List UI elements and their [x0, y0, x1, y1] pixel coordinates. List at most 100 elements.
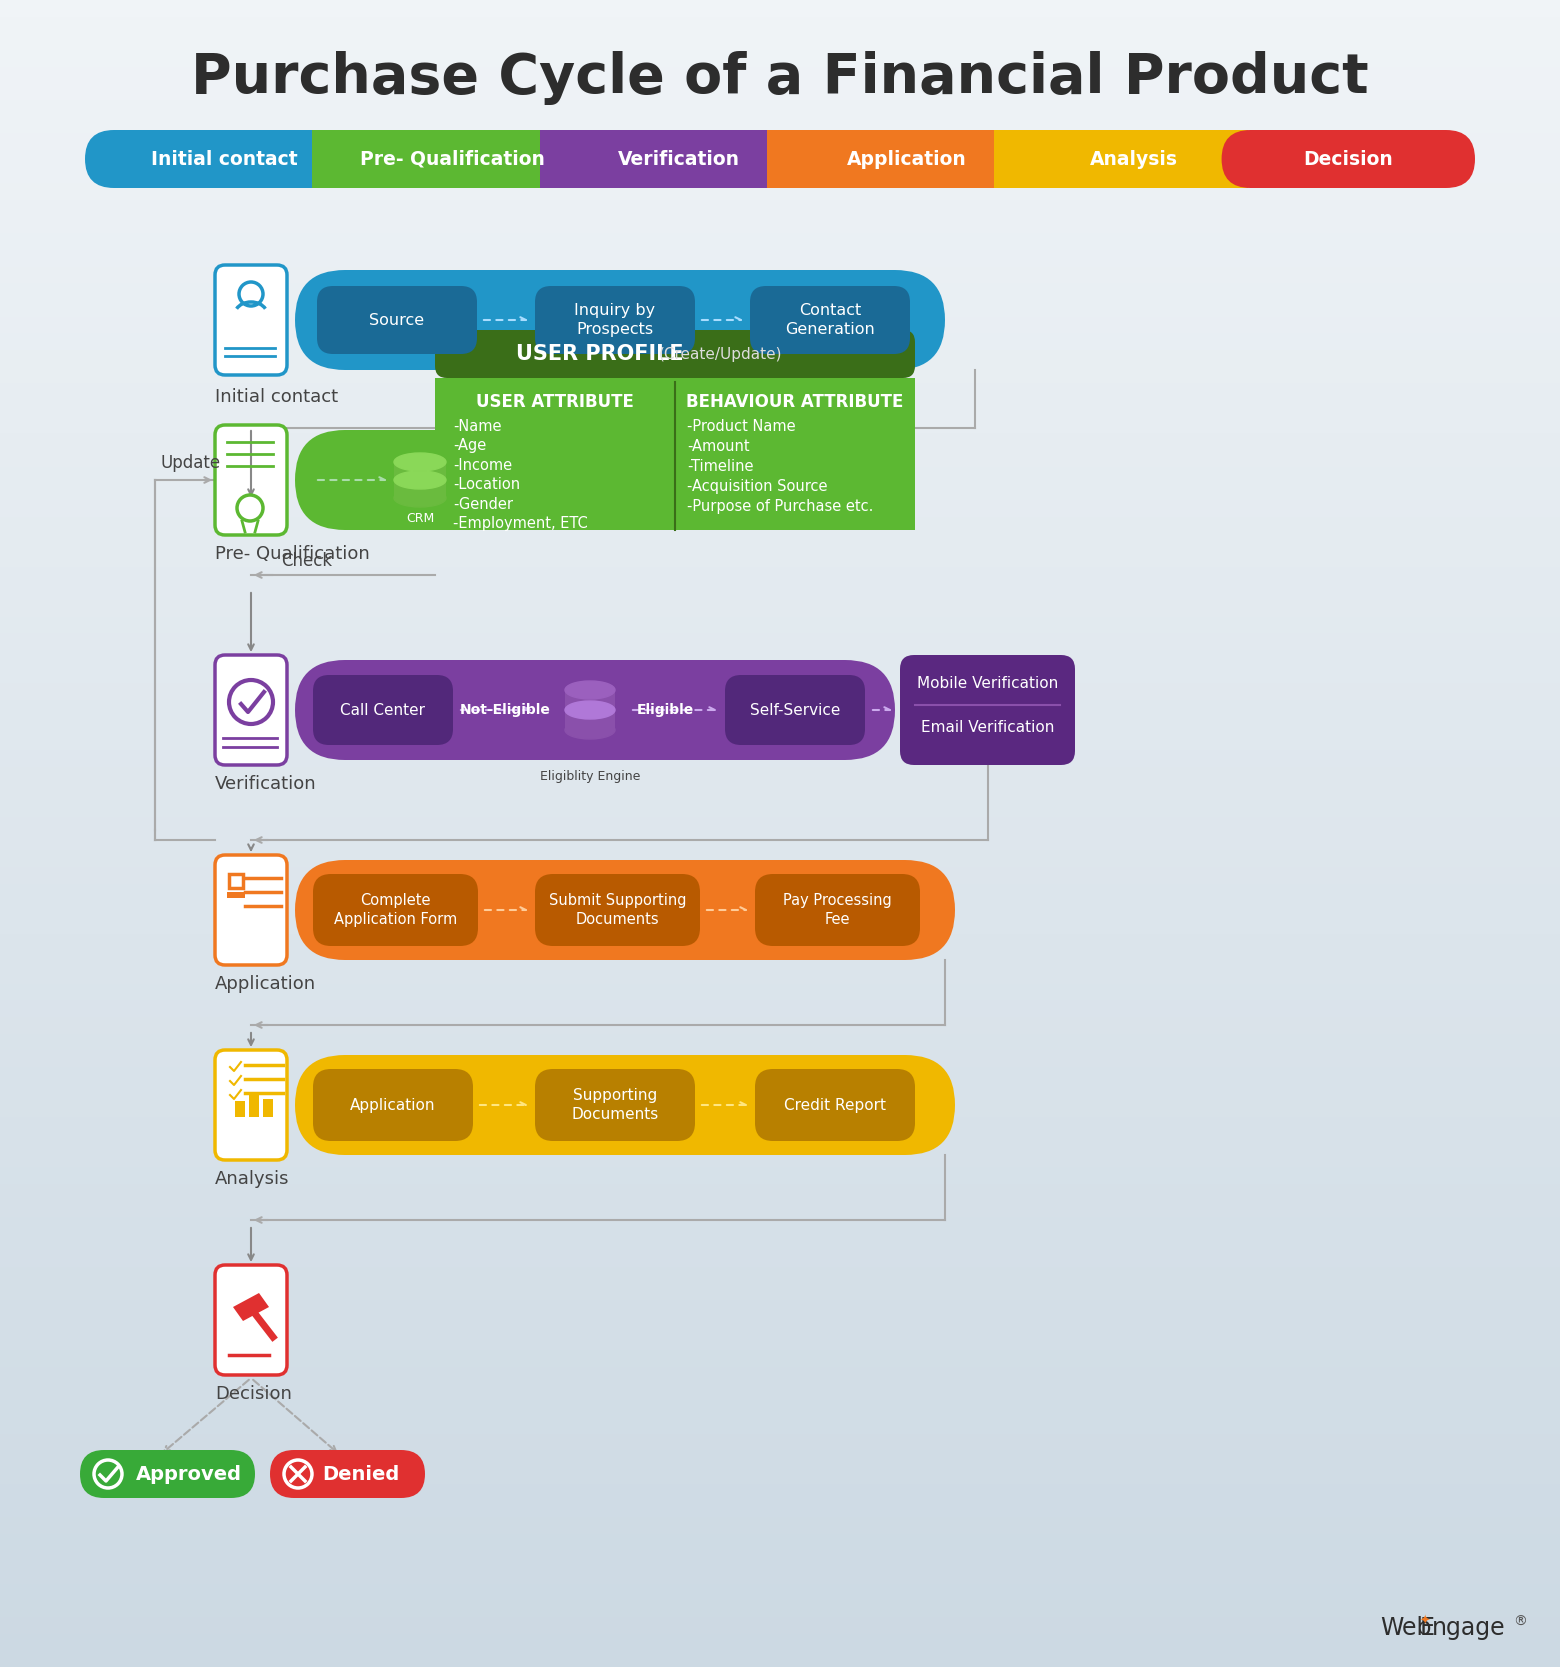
FancyBboxPatch shape: [435, 330, 916, 378]
Bar: [0, 367, 1560, 383]
Text: Decision: Decision: [215, 1385, 292, 1404]
Bar: [0, 1034, 1560, 1050]
Bar: [0, 1000, 1560, 1017]
FancyBboxPatch shape: [295, 860, 955, 960]
Bar: [0, 950, 1560, 967]
FancyBboxPatch shape: [84, 130, 339, 188]
Bar: [994, 130, 1248, 188]
Bar: [0, 600, 1560, 617]
Bar: [0, 1550, 1560, 1567]
Text: Denied: Denied: [321, 1465, 399, 1484]
Bar: [0, 233, 1560, 250]
Ellipse shape: [395, 488, 446, 507]
Bar: [0, 500, 1560, 517]
Bar: [768, 130, 1020, 188]
Bar: [0, 533, 1560, 550]
Bar: [0, 1334, 1560, 1350]
Bar: [0, 800, 1560, 817]
Bar: [0, 1584, 1560, 1600]
Bar: [0, 1150, 1560, 1167]
Text: BEHAVIOUR ATTRIBUTE: BEHAVIOUR ATTRIBUTE: [686, 393, 903, 412]
Text: Decision: Decision: [1304, 150, 1393, 168]
Bar: [0, 1017, 1560, 1034]
Bar: [0, 300, 1560, 317]
FancyBboxPatch shape: [215, 1265, 287, 1375]
Bar: [0, 700, 1560, 717]
Ellipse shape: [395, 472, 446, 488]
Bar: [0, 1450, 1560, 1467]
Bar: [0, 350, 1560, 367]
Bar: [264, 1099, 273, 1117]
Text: Eligiblity Engine: Eligiblity Engine: [540, 770, 640, 783]
Text: Analysis: Analysis: [215, 1170, 290, 1189]
Text: Self-Service: Self-Service: [750, 702, 841, 717]
Bar: [0, 283, 1560, 300]
Bar: [228, 892, 245, 899]
Bar: [0, 117, 1560, 133]
Text: -Product Name: -Product Name: [686, 418, 796, 433]
Text: Complete
Application Form: Complete Application Form: [334, 894, 457, 927]
FancyBboxPatch shape: [80, 1450, 254, 1499]
Polygon shape: [339, 130, 365, 188]
Text: Inquiry by
Prospects: Inquiry by Prospects: [574, 303, 655, 337]
Bar: [0, 1484, 1560, 1500]
Bar: [0, 200, 1560, 217]
Text: E: E: [1420, 1615, 1435, 1640]
Bar: [0, 1134, 1560, 1150]
Bar: [309, 130, 343, 188]
Bar: [0, 583, 1560, 600]
Text: -Purpose of Purchase etc.: -Purpose of Purchase etc.: [686, 498, 874, 513]
Bar: [0, 783, 1560, 800]
Text: Application: Application: [215, 975, 317, 994]
Bar: [0, 733, 1560, 750]
FancyBboxPatch shape: [295, 660, 895, 760]
Bar: [0, 450, 1560, 467]
Text: Pre- Qualification: Pre- Qualification: [360, 150, 544, 168]
Bar: [0, 1367, 1560, 1384]
Bar: [565, 690, 615, 730]
Bar: [0, 250, 1560, 267]
Bar: [0, 1267, 1560, 1284]
Bar: [0, 1084, 1560, 1100]
FancyBboxPatch shape: [215, 265, 287, 375]
Bar: [0, 917, 1560, 934]
Bar: [0, 1117, 1560, 1134]
Polygon shape: [232, 1294, 268, 1320]
Text: -Gender: -Gender: [452, 497, 513, 512]
Bar: [0, 1200, 1560, 1217]
Ellipse shape: [565, 682, 615, 698]
Bar: [540, 130, 792, 188]
FancyBboxPatch shape: [314, 874, 477, 945]
Bar: [0, 100, 1560, 117]
Bar: [0, 417, 1560, 433]
FancyBboxPatch shape: [314, 675, 452, 745]
Text: Supporting
Documents: Supporting Documents: [571, 1089, 658, 1122]
Bar: [0, 667, 1560, 683]
Bar: [0, 1434, 1560, 1450]
Bar: [0, 717, 1560, 733]
Text: Source: Source: [370, 312, 424, 327]
Bar: [0, 650, 1560, 667]
Text: Update: Update: [161, 453, 220, 472]
Bar: [0, 83, 1560, 100]
Bar: [0, 167, 1560, 183]
FancyBboxPatch shape: [215, 655, 287, 765]
FancyBboxPatch shape: [755, 874, 920, 945]
Bar: [0, 867, 1560, 884]
FancyBboxPatch shape: [317, 287, 477, 353]
Text: Pre- Qualification: Pre- Qualification: [215, 545, 370, 563]
Text: -Location: -Location: [452, 477, 519, 492]
Bar: [0, 1217, 1560, 1234]
Text: USER PROFILE: USER PROFILE: [516, 343, 683, 363]
Bar: [236, 1100, 245, 1117]
Bar: [0, 1234, 1560, 1250]
Bar: [0, 817, 1560, 834]
Bar: [395, 462, 446, 498]
Bar: [0, 1100, 1560, 1117]
Bar: [229, 874, 243, 889]
FancyBboxPatch shape: [1221, 130, 1476, 188]
Text: -Name: -Name: [452, 418, 501, 433]
Text: Verification: Verification: [618, 150, 741, 168]
FancyBboxPatch shape: [750, 287, 909, 353]
Bar: [0, 1634, 1560, 1650]
